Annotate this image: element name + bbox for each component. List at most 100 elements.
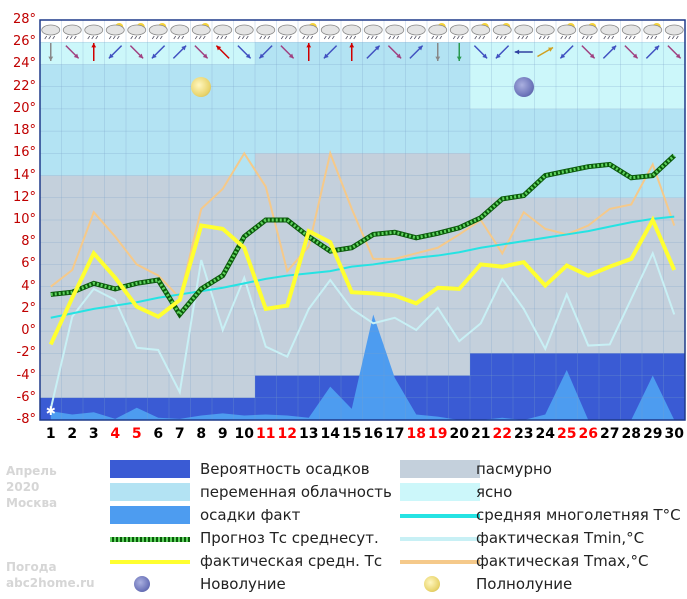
x-tick-label: 1: [45, 426, 56, 442]
y-tick-label: 4°: [21, 278, 36, 294]
wind-arrow-icon: [151, 45, 166, 59]
wind-arrow-icon: [215, 45, 230, 59]
y-tick-label: -8°: [16, 412, 36, 427]
wind-arrow-icon: [473, 45, 488, 59]
y-tick-label: 14°: [12, 167, 36, 183]
cloud-icon: [449, 24, 469, 40]
wind-arrow-icon: [645, 45, 660, 59]
legend-swatch: [400, 483, 480, 501]
plot-frame: [39, 19, 686, 421]
x-tick-label: 16: [363, 426, 383, 442]
wind-arrow-icon: [456, 43, 462, 61]
wind-arrow-icon: [537, 46, 554, 58]
legend-label: Вероятность осадков: [200, 460, 370, 478]
cloud-sun-icon: [557, 23, 577, 40]
legend-label: осадки факт: [200, 506, 301, 524]
cloud-sun-icon: [492, 23, 512, 40]
legend-label: средняя многолетняя T°C: [476, 506, 681, 524]
y-tick-label: -4°: [16, 367, 36, 383]
x-tick-label: 23: [514, 426, 534, 442]
snow-icon: ✱: [46, 404, 56, 418]
wind-arrow-icon: [65, 45, 80, 59]
x-tick-label: 18: [406, 426, 426, 442]
temperature-lines: ✱: [46, 149, 677, 418]
y-tick-label: 12°: [12, 189, 36, 205]
cloud-sun-icon: [428, 23, 448, 40]
cloud-icon: [600, 24, 620, 40]
x-tick-label: 24: [535, 426, 555, 442]
cloud-icon: [41, 24, 61, 40]
wind-arrow-icon: [91, 43, 97, 61]
cloud-sun-icon: [191, 23, 211, 40]
y-tick-label: 26°: [12, 34, 36, 50]
legend-swatch: [110, 483, 190, 501]
cloud-icon: [535, 24, 555, 40]
x-tick-label: 25: [557, 426, 577, 442]
y-tick-label: 10°: [12, 212, 36, 227]
wind-arrow-icon: [495, 45, 510, 59]
x-tick-label: 29: [643, 426, 663, 442]
x-tick-label: 2: [67, 426, 78, 442]
cloud-icon: [385, 24, 405, 40]
wind-arrow-icon: [172, 45, 187, 59]
wind-arrow-icon: [435, 43, 441, 61]
site-caption: Погода: [6, 560, 57, 574]
full-moon-icon: [191, 77, 212, 97]
wind-arrow-icon: [366, 45, 381, 59]
x-tick-label: 15: [342, 426, 362, 442]
wind-arrow-icon: [129, 45, 144, 59]
cloud-icon: [363, 24, 383, 40]
y-tick-label: 20°: [12, 100, 36, 116]
cloud-sun-icon: [127, 23, 147, 40]
x-tick-label: 19: [428, 426, 448, 442]
x-tick-label: 21: [471, 426, 491, 442]
cloud-sun-icon: [471, 23, 491, 40]
y-tick-label: 18°: [12, 123, 36, 139]
wind-arrow-icon: [514, 49, 533, 55]
site-link[interactable]: abc2home.ru: [6, 576, 95, 590]
full-moon-icon: [424, 576, 440, 592]
cloud-sun-icon: [105, 23, 125, 40]
wind-arrow-icon: [108, 45, 123, 59]
cloud-icon: [320, 24, 340, 40]
wind-arrow-icon: [581, 45, 596, 59]
legend-label: фактическая средн. Тс: [200, 552, 383, 570]
legend-line: [110, 560, 190, 564]
cloud-sun-icon: [643, 23, 663, 40]
x-tick-label: 4: [110, 426, 121, 442]
legend-line: [400, 537, 480, 541]
x-tick-label: 22: [492, 426, 512, 442]
cloud-icon: [256, 24, 276, 40]
new-moon-icon: [513, 77, 534, 97]
wind-arrow-icon: [280, 45, 295, 59]
wind-arrow-icon: [667, 45, 682, 59]
legend-swatch: [110, 506, 190, 524]
legend-label: фактическая Tmax,°C: [476, 552, 649, 570]
city-label: Москва: [6, 496, 58, 510]
cloud-icon: [170, 24, 190, 40]
wind-arrow-icon: [323, 45, 338, 59]
y-tick-label: 22°: [12, 78, 36, 94]
legend-label: Прогноз Тс среднесут.: [200, 529, 379, 547]
cloud-icon: [621, 24, 641, 40]
legend-label: пасмурно: [476, 460, 552, 478]
legend-label: переменная облачность: [200, 483, 392, 501]
cloud-icon: [277, 24, 297, 40]
x-tick-label: 26: [578, 426, 598, 442]
cloud-icon: [406, 24, 426, 40]
cloud-icon: [342, 24, 362, 40]
wind-arrow-icon: [306, 43, 312, 61]
cloud-icon: [234, 24, 254, 40]
y-tick-label: -2°: [16, 345, 36, 361]
x-tick-label: 11: [256, 426, 276, 442]
cloud-icon: [213, 24, 233, 40]
x-tick-label: 14: [320, 426, 340, 442]
grid: [40, 19, 685, 421]
legend-label: Полнолуние: [476, 575, 573, 593]
x-tick-label: 17: [385, 426, 405, 442]
x-tick-label: 8: [196, 426, 207, 442]
wind-arrow-strip: [48, 43, 682, 61]
weather-icon-strip: [41, 23, 684, 40]
wind-arrow-icon: [258, 45, 273, 59]
y-tick-label: 6°: [21, 256, 36, 272]
